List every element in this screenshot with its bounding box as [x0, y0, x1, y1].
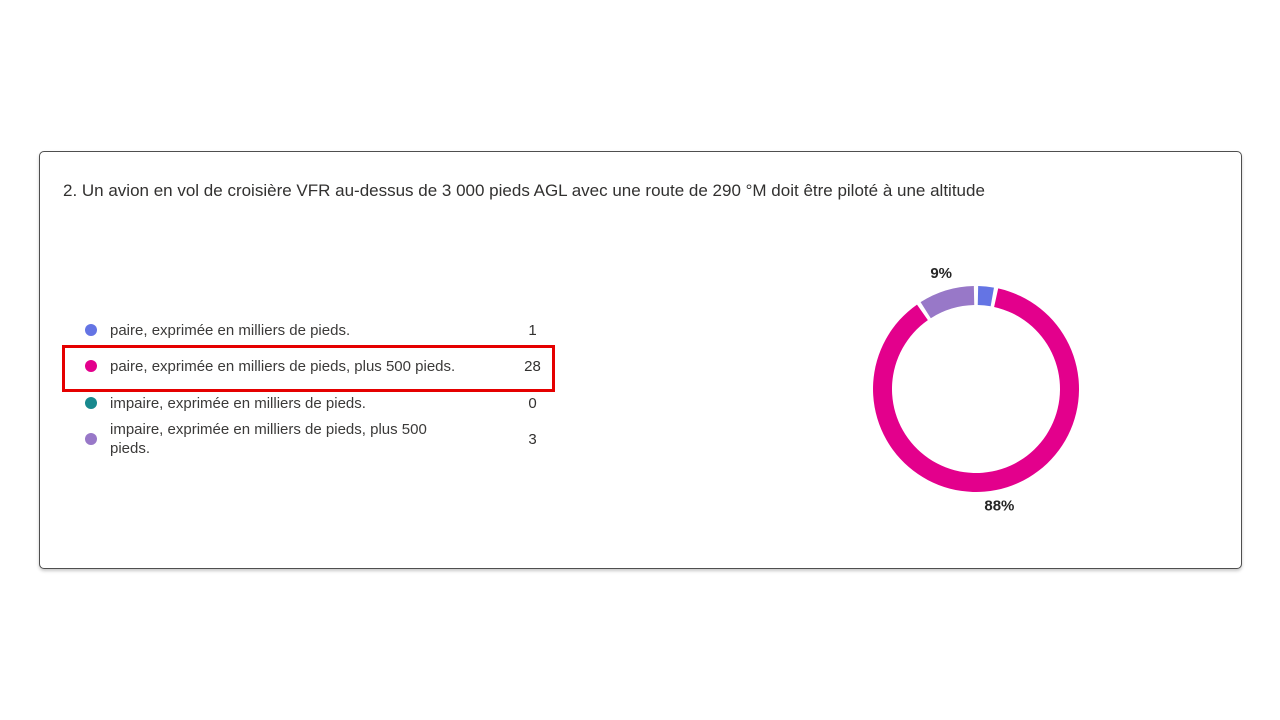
option-label: impaire, exprimée en milliers de pieds, … — [110, 421, 427, 457]
legend-dot-option-2 — [85, 360, 97, 372]
answer-option-row: paire, exprimée en milliers de pieds, pl… — [85, 348, 605, 384]
donut-chart[interactable]: 88% 9% — [861, 256, 1091, 521]
option-count: 3 — [528, 430, 537, 448]
question-results-card: 2. Un avion en vol de croisière VFR au-d… — [39, 151, 1242, 569]
donut-slice-1[interactable] — [977, 286, 994, 307]
answer-option-row: impaire, exprimée en milliers de pieds. … — [85, 385, 605, 421]
donut-slice-4[interactable] — [920, 286, 975, 319]
option-count: 0 — [528, 394, 537, 412]
question-title: 2. Un avion en vol de croisière VFR au-d… — [63, 181, 985, 200]
option-count: 1 — [528, 321, 537, 339]
option-label: impaire, exprimée en milliers de pieds. — [110, 394, 366, 412]
answer-option-row: paire, exprimée en milliers de pieds. 1 — [85, 312, 605, 348]
donut-slice-2[interactable] — [873, 288, 1080, 492]
legend-dot-option-4 — [85, 433, 97, 445]
option-label: paire, exprimée en milliers de pieds, pl… — [110, 357, 456, 375]
legend-dot-option-3 — [85, 397, 97, 409]
legend-dot-option-1 — [85, 324, 97, 336]
answer-option-row: impaire, exprimée en milliers de pieds, … — [85, 414, 605, 464]
donut-percent-label: 9% — [930, 265, 952, 282]
donut-percent-label: 88% — [984, 498, 1014, 515]
option-label: paire, exprimée en milliers de pieds. — [110, 321, 351, 339]
option-count: 28 — [524, 357, 541, 375]
